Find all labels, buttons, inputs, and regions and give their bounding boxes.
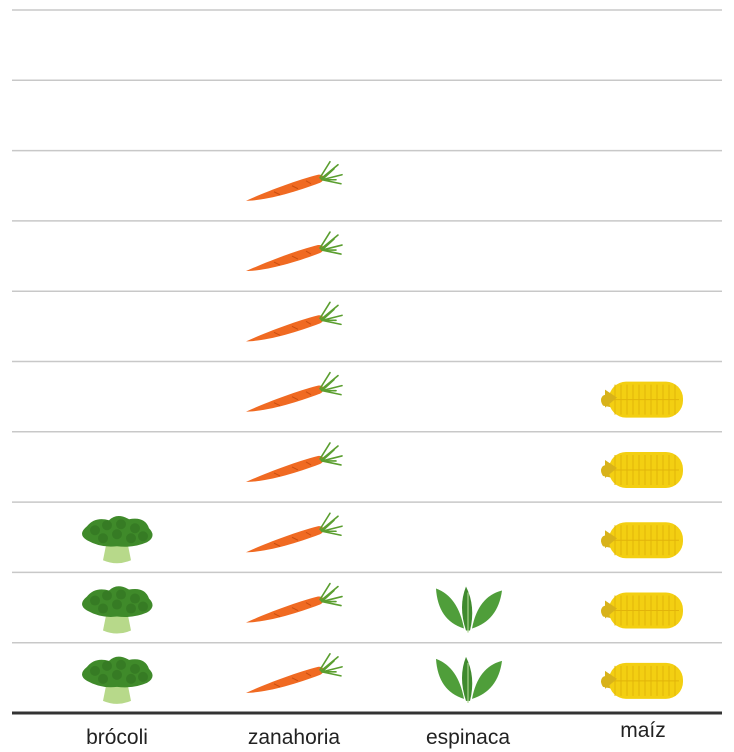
broccoli-icon [82,516,153,563]
corn-icon [601,522,683,558]
carrot-icon [246,654,342,693]
carrot-icon [246,513,342,552]
carrot-icon [246,232,342,271]
carrot-icon [246,302,342,341]
carrot-icon [246,162,342,201]
spinach-icon [436,587,502,633]
category-label-brocoli: brócoli [86,726,148,749]
broccoli-icon [82,586,153,633]
spinach-icon [436,657,502,703]
broccoli-icon [82,657,153,704]
corn-icon [601,382,683,418]
category-label-maiz: maíz [620,719,666,742]
category-labels: brócoli zanahoria espinaca maíz [86,719,666,749]
corn-icon [601,593,683,629]
category-label-espinaca: espinaca [426,726,510,749]
corn-icon [601,663,683,699]
category-label-zanahoria: zanahoria [248,726,341,749]
carrot-icon [246,584,342,623]
pictograph-icons [82,162,683,704]
carrot-icon [246,443,342,482]
carrot-icon [246,373,342,412]
corn-icon [601,452,683,488]
